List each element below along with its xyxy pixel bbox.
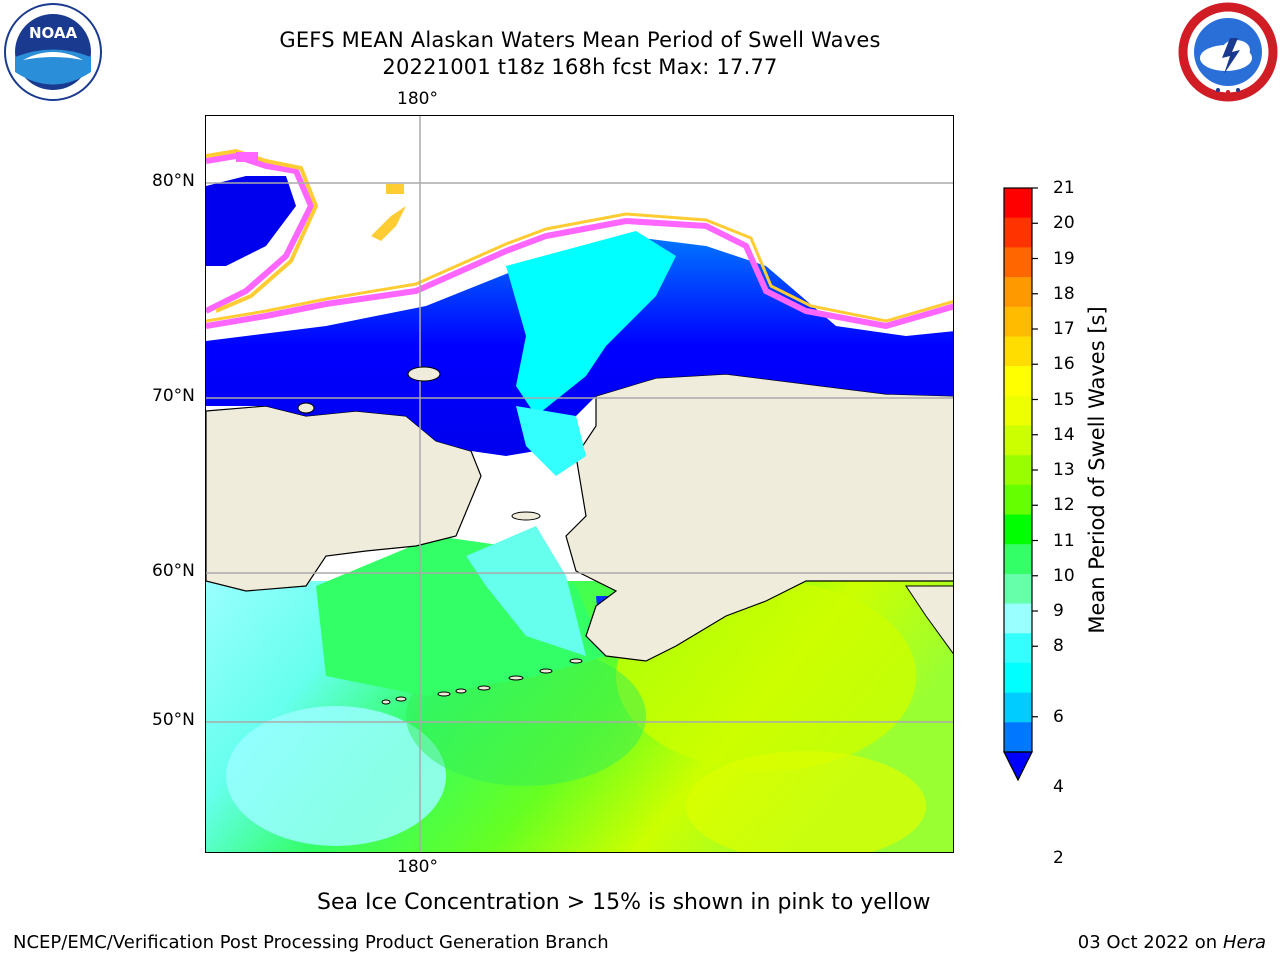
colorbar-bin xyxy=(1004,188,1032,219)
colorbar-tick-label: 12 xyxy=(1053,495,1075,516)
colorbar-bin xyxy=(1004,425,1032,456)
colorbar-tick-label: 15 xyxy=(1053,389,1075,410)
noaa-logo: NOAA xyxy=(4,3,102,101)
map-panel xyxy=(205,115,954,853)
chart-subtitle: 20221001 t18z 168h fcst Max: 17.77 xyxy=(382,55,778,79)
footer-host: Hera xyxy=(1222,932,1266,953)
swell-period-map xyxy=(206,116,953,852)
colorbar-bin xyxy=(1004,366,1032,397)
footer-date-text: 03 Oct 2022 on xyxy=(1077,932,1223,953)
lat-label-70: 70°N xyxy=(152,386,195,406)
colorbar-bin xyxy=(1004,277,1032,308)
footer-date: 03 Oct 2022 on Hera xyxy=(1078,932,1266,953)
colorbar-tick-label: 19 xyxy=(1053,248,1075,269)
colorbar-bin xyxy=(1004,484,1032,516)
colorbar-tick-label: 13 xyxy=(1053,460,1075,480)
colorbar-tick-label: 18 xyxy=(1053,283,1075,304)
chart-title: GEFS MEAN Alaskan Waters Mean Period of … xyxy=(279,28,881,52)
colorbar-bin xyxy=(1004,662,1032,694)
lat-label-50: 50°N xyxy=(152,710,195,730)
colorbar-tick-label: 2 xyxy=(1053,847,1064,868)
colorbar-label: Mean Period of Swell Waves [s] xyxy=(1085,306,1109,634)
colorbar-bin xyxy=(1004,455,1032,486)
colorbar-tick-label: 4 xyxy=(1053,777,1064,798)
colorbar-bin xyxy=(1004,336,1032,367)
colorbar-tick-label: 21 xyxy=(1053,178,1075,198)
lat-label-60: 60°N xyxy=(152,561,195,581)
colorbar-tick-label: 9 xyxy=(1053,601,1064,621)
colorbar-tick-label: 11 xyxy=(1053,530,1075,551)
colorbar-bin xyxy=(1004,603,1032,634)
colorbar-tick-label: 16 xyxy=(1053,354,1075,375)
lon-label-bottom: 180° xyxy=(397,857,438,877)
colorbar-bin xyxy=(1004,692,1032,723)
colorbar-bin xyxy=(1004,247,1032,278)
lon-label-top: 180° xyxy=(397,89,438,109)
colorbar-bin xyxy=(1004,395,1032,426)
colorbar-tick-label: 14 xyxy=(1053,424,1075,445)
colorbar-bin xyxy=(1004,514,1032,545)
colorbar-bin xyxy=(1004,633,1032,664)
colorbar-tick-label: 8 xyxy=(1053,636,1064,657)
sea-ice-note: Sea Ice Concentration > 15% is shown in … xyxy=(317,890,931,915)
colorbar-tick-label: 6 xyxy=(1053,706,1064,727)
colorbar-bin xyxy=(1004,722,1032,753)
footer-credit: NCEP/EMC/Verification Post Processing Pr… xyxy=(13,932,609,953)
colorbar-bin xyxy=(1004,544,1032,575)
colorbar-bin xyxy=(1004,573,1032,605)
lat-label-80: 80°N xyxy=(152,171,195,191)
svg-text:NOAA: NOAA xyxy=(29,24,78,42)
colorbar-tick-label: 17 xyxy=(1053,319,1075,339)
nws-logo xyxy=(1178,2,1278,102)
colorbar xyxy=(1003,187,1038,782)
colorbar-extend-arrow xyxy=(1003,751,1033,782)
colorbar-bin xyxy=(1004,217,1032,248)
colorbar-tick-label: 10 xyxy=(1053,565,1075,586)
colorbar-bin xyxy=(1004,306,1032,337)
colorbar-tick-label: 20 xyxy=(1053,213,1075,234)
